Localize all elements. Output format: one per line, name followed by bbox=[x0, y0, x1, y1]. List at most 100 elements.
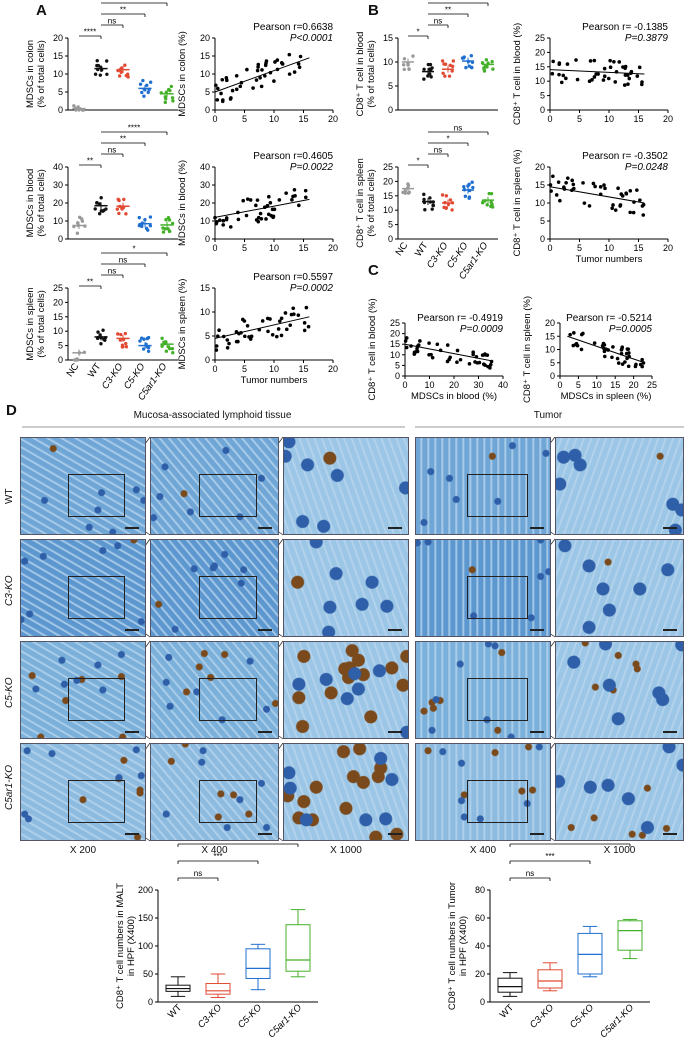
y-tick-label: 0 bbox=[58, 234, 63, 244]
data-point bbox=[140, 224, 144, 229]
data-point bbox=[406, 191, 411, 195]
data-point bbox=[164, 349, 169, 353]
data-point bbox=[610, 206, 614, 210]
data-point bbox=[272, 79, 276, 83]
data-point bbox=[627, 351, 631, 355]
x-tick-label: WT bbox=[498, 1002, 516, 1020]
scale-bar bbox=[125, 629, 139, 631]
data-point bbox=[122, 197, 126, 202]
data-point bbox=[234, 87, 239, 92]
data-point bbox=[564, 180, 568, 185]
x-tick-label: 5 bbox=[242, 364, 247, 374]
x-tick-label: 20 bbox=[663, 243, 673, 253]
data-point bbox=[600, 343, 605, 348]
data-point bbox=[455, 360, 459, 364]
data-point bbox=[214, 344, 219, 348]
data-point bbox=[263, 74, 267, 78]
y-tick-label: 20 bbox=[200, 198, 210, 208]
data-point bbox=[407, 67, 411, 71]
data-point bbox=[269, 213, 274, 218]
y-axis-label: MDSCs in blood (%) bbox=[177, 160, 188, 246]
x-tick-label: C5ar1-KO bbox=[266, 1002, 304, 1037]
data-point bbox=[167, 346, 172, 351]
data-point bbox=[264, 217, 268, 221]
zoom-region-box bbox=[199, 474, 258, 517]
x-tick-label: C3-KO bbox=[196, 1002, 225, 1031]
y-tick-label: 0 bbox=[205, 234, 210, 244]
data-point bbox=[255, 198, 260, 202]
data-point bbox=[623, 360, 627, 364]
data-point bbox=[291, 306, 296, 311]
data-point bbox=[594, 72, 598, 76]
chart-A2: 0 5 10 15 20 MDSCs in colon (%) 0 5 10 15 20 Pearso… bbox=[177, 22, 338, 124]
data-point bbox=[480, 353, 485, 357]
chart-B4: 0 5 10 15 20 CD8⁺ T cell in spleen (%) 0 5 10 15 2… bbox=[512, 149, 673, 265]
data-point bbox=[558, 198, 562, 203]
data-point bbox=[435, 342, 440, 347]
data-point bbox=[631, 210, 636, 215]
x-axis-label: Tumor numbers bbox=[576, 254, 643, 265]
data-point bbox=[430, 207, 434, 211]
data-point bbox=[442, 62, 446, 66]
data-point bbox=[404, 345, 409, 350]
x-tick-label: 0 bbox=[212, 114, 217, 124]
y-tick-label: 15 bbox=[535, 180, 545, 190]
y-axis-label: in HPF (X400) bbox=[126, 916, 137, 976]
y-tick-label: 10 bbox=[53, 69, 63, 79]
data-point bbox=[455, 348, 460, 353]
data-point bbox=[606, 76, 611, 81]
data-point bbox=[581, 181, 585, 185]
data-point bbox=[168, 88, 172, 93]
data-point bbox=[95, 59, 99, 63]
data-point bbox=[561, 73, 566, 78]
y-tick-label: 5 bbox=[550, 358, 555, 368]
x-tick-label: 0 bbox=[212, 364, 217, 374]
y-tick-label: 15 bbox=[53, 51, 63, 61]
panel-letter-c: C bbox=[368, 262, 379, 279]
data-point bbox=[460, 56, 465, 60]
micrograph-image bbox=[283, 437, 409, 535]
data-point bbox=[141, 78, 145, 83]
data-point bbox=[143, 217, 147, 222]
x-tick-label: 20 bbox=[328, 243, 338, 253]
data-point bbox=[562, 185, 566, 189]
y-axis-label: MDSCs in spleen (%) bbox=[177, 279, 188, 370]
data-point bbox=[260, 68, 264, 72]
y-tick-label: 40 bbox=[53, 162, 63, 172]
data-point bbox=[477, 360, 482, 365]
y-tick-label: 20 bbox=[53, 297, 63, 307]
x-tick-label: 15 bbox=[633, 243, 643, 253]
section-label-malt: Mucosa-associated lymphoid tissue bbox=[133, 410, 292, 421]
magnification-label: X 400 bbox=[469, 845, 497, 856]
x-tick-label: C5-KO bbox=[236, 1002, 265, 1031]
significance-label: ns bbox=[526, 869, 534, 878]
x-tick-label: 5 bbox=[576, 380, 581, 390]
data-point bbox=[219, 91, 223, 96]
regression-line bbox=[214, 316, 310, 339]
data-point bbox=[290, 198, 294, 202]
data-point bbox=[245, 324, 250, 328]
p-value-label: P=0.3879 bbox=[625, 33, 669, 44]
data-point bbox=[626, 364, 631, 369]
y-tick-label: 10 bbox=[53, 216, 63, 226]
box bbox=[205, 983, 231, 995]
data-point bbox=[488, 366, 492, 370]
data-point bbox=[224, 76, 229, 80]
box bbox=[285, 924, 311, 972]
data-point bbox=[75, 231, 80, 235]
data-point bbox=[619, 348, 624, 352]
y-axis-label: CD8⁺ T cell in blood (%) bbox=[512, 23, 523, 125]
data-point bbox=[565, 176, 570, 180]
data-point bbox=[628, 188, 633, 193]
micrograph-image bbox=[283, 539, 409, 637]
data-point bbox=[161, 230, 166, 234]
significance-label: **** bbox=[128, 124, 140, 133]
y-tick-label: 50 bbox=[143, 969, 153, 979]
data-point bbox=[306, 324, 311, 329]
data-point bbox=[279, 316, 284, 321]
y-axis-label: MDSCs in blood bbox=[25, 169, 36, 238]
significance-label: * bbox=[456, 0, 459, 4]
significance-label: * bbox=[416, 28, 419, 37]
data-point bbox=[225, 345, 230, 350]
data-point bbox=[140, 90, 144, 95]
